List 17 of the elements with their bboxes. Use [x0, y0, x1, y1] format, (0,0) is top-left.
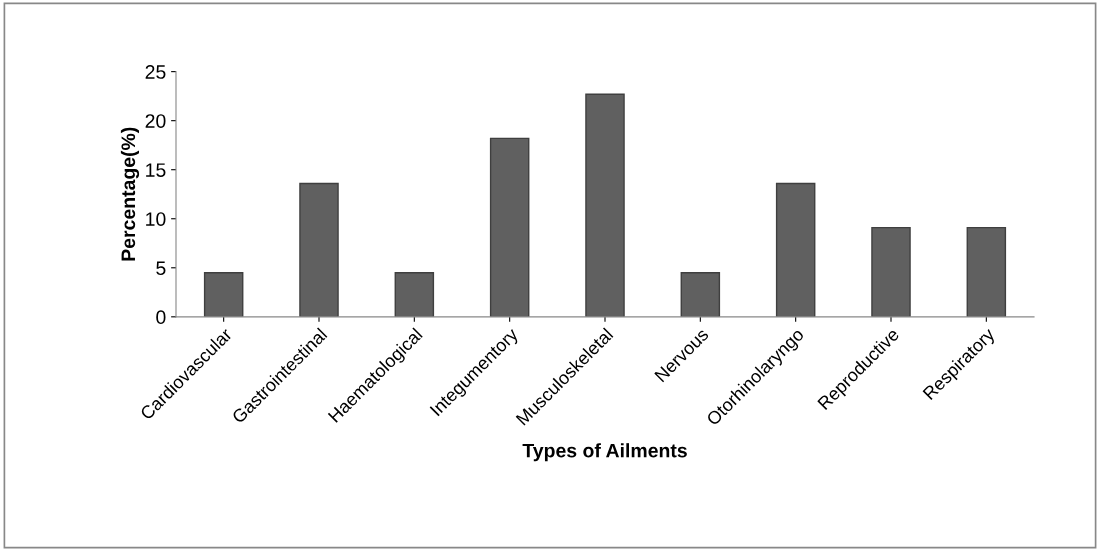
y-tick-label: 15 [146, 163, 166, 177]
y-tick-label: 0 [156, 310, 166, 325]
bar [775, 182, 816, 317]
y-tick-label: 10 [146, 212, 166, 226]
bar [394, 271, 435, 317]
bar [871, 226, 911, 317]
y-tick-label: 25 [145, 65, 166, 79]
bar [203, 271, 244, 317]
y-tick-label: 20 [145, 114, 166, 128]
y-tick-label: 5 [156, 261, 166, 276]
bar [299, 182, 339, 317]
y-axis-title: Percentage(%) [120, 127, 140, 261]
bar [966, 226, 1007, 317]
bar [585, 93, 625, 317]
bar [489, 137, 530, 317]
bar [680, 271, 721, 317]
x-axis-title: Types of Ailments [522, 443, 687, 462]
